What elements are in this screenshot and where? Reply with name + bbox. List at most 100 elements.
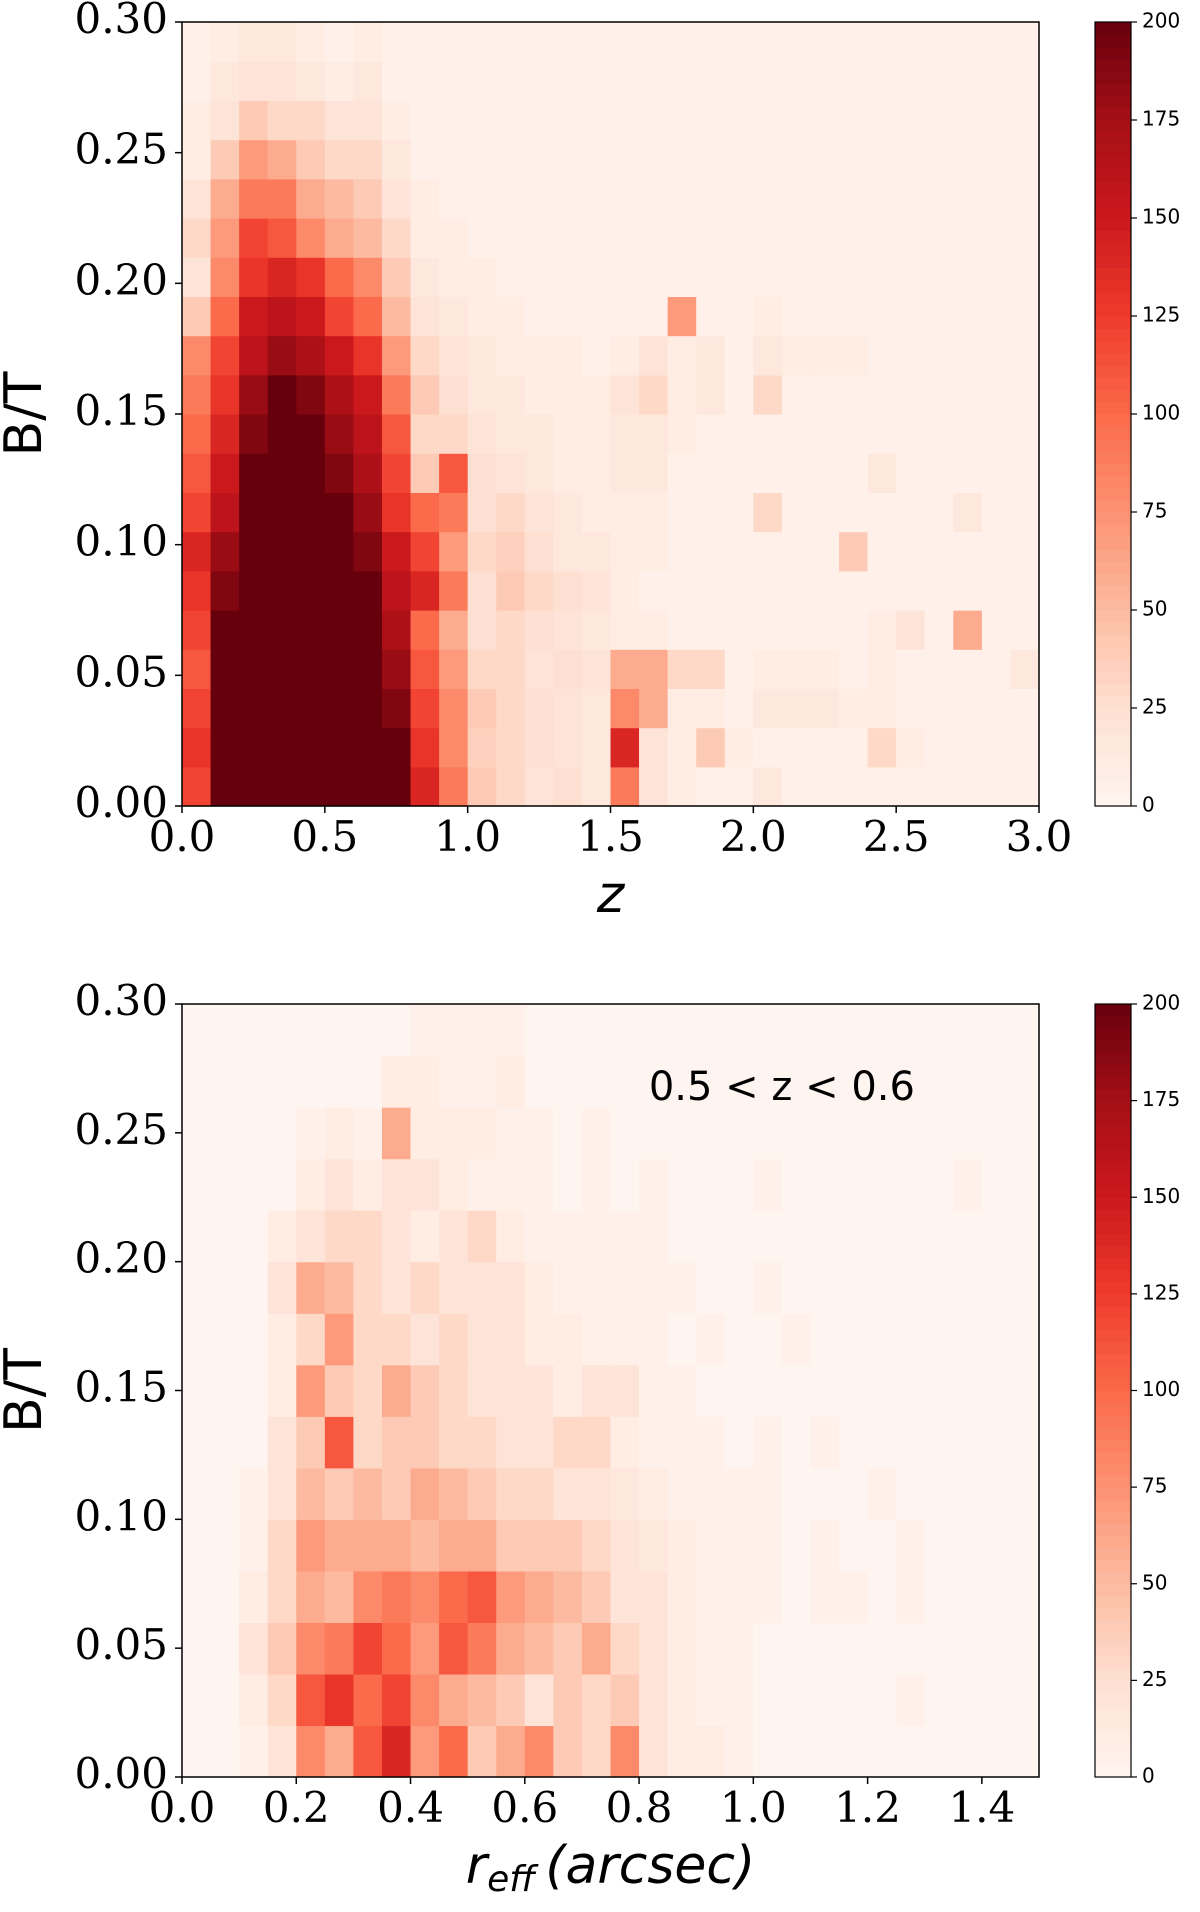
heatmap-cell	[924, 1467, 954, 1520]
heatmap-cell	[981, 1313, 1012, 1366]
heatmap-cell	[810, 139, 840, 180]
heatmap-cell	[296, 610, 326, 650]
heatmap-cell	[324, 1673, 354, 1727]
heatmap-cell	[524, 727, 554, 768]
colorbar-step	[1095, 365, 1131, 378]
colorbar-step	[1095, 769, 1131, 783]
x-axis-label: z	[596, 865, 626, 925]
heatmap-cell	[496, 688, 526, 729]
colorbar-step	[1095, 499, 1131, 513]
colorbar-step	[1095, 389, 1131, 403]
colorbar-step	[1095, 487, 1131, 501]
heatmap-cell	[381, 61, 412, 101]
heatmap-cell	[467, 1519, 497, 1572]
heatmap-cell	[1010, 1570, 1040, 1623]
x-axis-label-main: r	[466, 1836, 491, 1896]
colorbar-step	[1095, 1378, 1131, 1392]
heatmap-cell	[524, 1107, 554, 1160]
heatmap-cell	[724, 610, 754, 650]
heatmap-cell	[896, 1313, 926, 1366]
heatmap-cell	[953, 1210, 983, 1263]
heatmap-cell	[724, 100, 754, 141]
heatmap-cell	[524, 570, 554, 611]
heatmap-cell	[810, 22, 840, 62]
heatmap-cell	[924, 1519, 954, 1572]
heatmap-cell	[267, 414, 297, 454]
heatmap-cell	[1010, 1416, 1040, 1469]
heatmap-cell	[210, 1622, 240, 1675]
heatmap-cell	[810, 1004, 840, 1057]
heatmap-cell	[381, 1725, 412, 1778]
colorbar-step	[1095, 1016, 1131, 1029]
heatmap-cell	[896, 453, 926, 493]
heatmap-cell	[867, 1261, 897, 1314]
heatmap-cell	[581, 688, 612, 729]
heatmap-cell	[553, 1107, 583, 1160]
heatmap-cell	[239, 1570, 269, 1623]
colorbar-step	[1095, 414, 1131, 427]
colorbar-step	[1095, 1197, 1131, 1210]
heatmap-cell	[524, 335, 554, 376]
heatmap-cell	[667, 531, 697, 572]
heatmap-cell	[1010, 178, 1040, 219]
heatmap-cell	[896, 1107, 926, 1160]
heatmap-cell	[924, 1673, 954, 1727]
heatmap-cell	[810, 766, 840, 807]
heatmap-cell	[724, 257, 754, 297]
colorbar-step	[1095, 1088, 1131, 1102]
heatmap-cell	[953, 1519, 983, 1572]
heatmap-cell	[324, 766, 354, 807]
heatmap-cell	[581, 1570, 612, 1623]
heatmap-cell	[810, 61, 840, 101]
heatmap-cell	[839, 531, 869, 572]
heatmap-cell	[353, 335, 383, 376]
heatmap-cell	[553, 257, 583, 297]
heatmap-cell	[924, 374, 954, 415]
heatmap-cell	[781, 22, 812, 62]
heatmap-cell	[353, 570, 383, 611]
heatmap-cell	[210, 1055, 240, 1108]
heatmap-cell	[210, 100, 240, 141]
heatmap-cell	[496, 610, 526, 650]
heatmap-cell	[810, 492, 840, 533]
heatmap-cell	[981, 688, 1012, 729]
colorbar-step	[1095, 536, 1131, 550]
heatmap-cell	[581, 1725, 612, 1778]
heatmap-cell	[581, 61, 612, 101]
heatmap-cell	[781, 139, 812, 180]
heatmap-cell	[696, 1364, 726, 1417]
heatmap-cell	[896, 1416, 926, 1469]
heatmap-cell	[182, 1055, 212, 1108]
heatmap-cell	[981, 1364, 1012, 1417]
heatmap-cell	[1010, 374, 1040, 415]
heatmap-cell	[182, 1570, 212, 1623]
heatmap-cell	[981, 649, 1012, 689]
colorbar-tick-label: 125	[1142, 303, 1180, 327]
heatmap-cell	[753, 688, 783, 729]
heatmap-cell	[267, 257, 297, 297]
colorbar-step	[1095, 561, 1131, 574]
heatmap-cell	[1010, 1519, 1040, 1572]
heatmap-cell	[724, 1313, 754, 1366]
heatmap-cell	[696, 1158, 726, 1211]
heatmap-cell	[953, 1055, 983, 1108]
heatmap-cell	[667, 1055, 697, 1108]
heatmap-cell	[439, 1673, 469, 1727]
heatmap-cell	[296, 257, 326, 297]
heatmap-cell	[867, 1467, 897, 1520]
heatmap-cell	[667, 1673, 697, 1727]
heatmap-cell	[896, 1261, 926, 1314]
heatmap-cell	[581, 649, 612, 689]
heatmap-cell	[439, 1622, 469, 1675]
heatmap-cell	[410, 531, 440, 572]
heatmap-cell	[182, 1107, 212, 1160]
heatmap-cell	[439, 100, 469, 141]
heatmap-cell	[867, 610, 897, 650]
heatmap-cell	[324, 727, 354, 768]
heatmap-cell	[267, 570, 297, 611]
heatmap-cell	[667, 1622, 697, 1675]
heatmap-cell	[553, 1416, 583, 1469]
heatmap-cell	[182, 610, 212, 650]
heatmap-cell	[467, 1004, 497, 1057]
heatmap-cell	[839, 649, 869, 689]
